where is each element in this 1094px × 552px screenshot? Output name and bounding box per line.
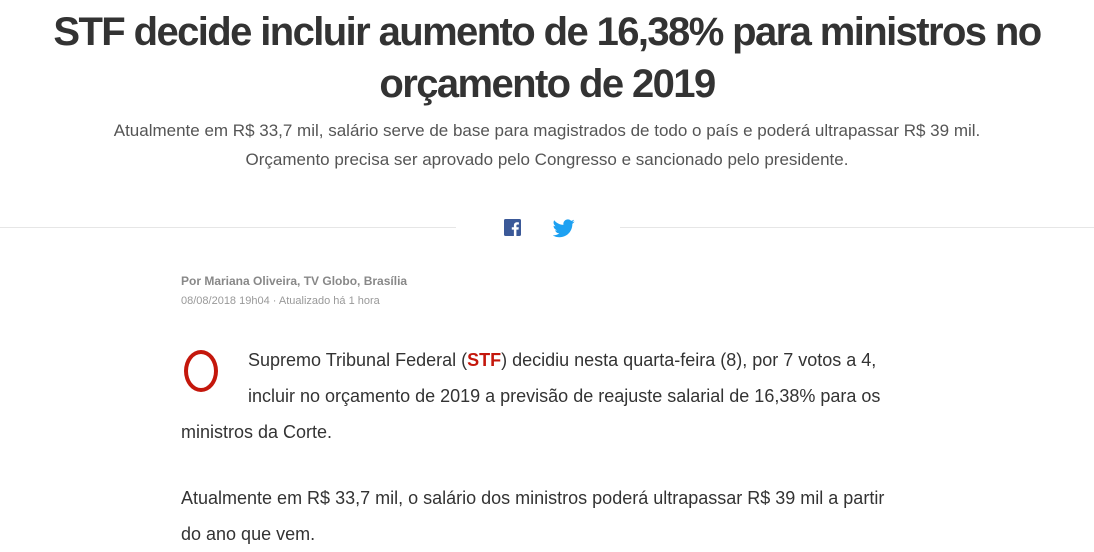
- paragraph-1-text-after: ) decidiu nesta quarta-feira (8), por 7 …: [181, 350, 881, 442]
- article-dateline: 08/08/2018 19h04 · Atualizado há 1 hora: [181, 295, 380, 307]
- article-byline: Por Mariana Oliveira, TV Globo, Brasília: [181, 274, 408, 288]
- share-divider-right: [620, 227, 1094, 228]
- dropcap-letter: O: [184, 350, 218, 392]
- twitter-share-button[interactable]: [553, 217, 575, 239]
- article-subheadline: Atualmente em R$ 33,7 mil, salário serve…: [113, 121, 981, 169]
- article-headline: STF decide incluir aumento de 16,38% par…: [53, 10, 1042, 106]
- article-paragraph-1: O Supremo Tribunal Federal (STF) decidiu …: [181, 342, 893, 450]
- share-bar: [0, 211, 1094, 245]
- stf-link[interactable]: STF: [467, 350, 502, 370]
- facebook-icon: [504, 219, 521, 236]
- facebook-share-button[interactable]: [502, 217, 524, 239]
- paragraph-1-text-before: Supremo Tribunal Federal (: [248, 350, 468, 370]
- article-paragraph-2: Atualmente em R$ 33,7 mil, o salário dos…: [181, 488, 885, 544]
- dropcap-container: O: [181, 342, 248, 402]
- twitter-icon: [553, 219, 575, 238]
- share-divider-left: [0, 227, 456, 228]
